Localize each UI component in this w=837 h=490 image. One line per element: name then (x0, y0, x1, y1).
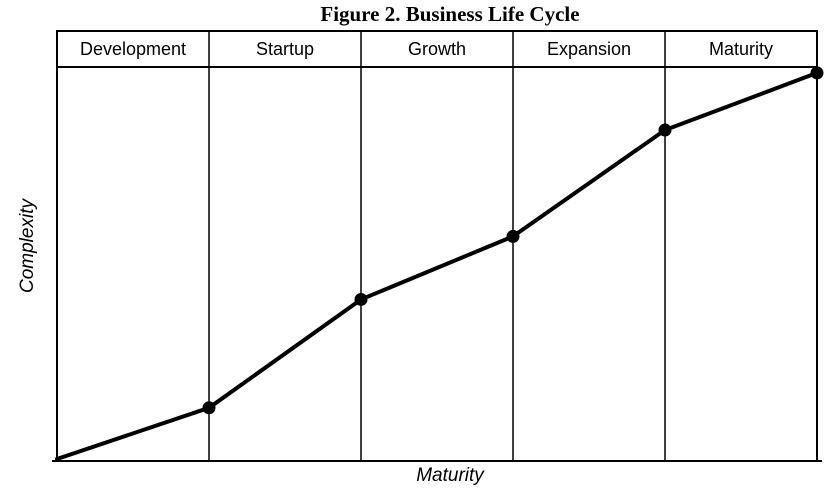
stage-header-growth: Growth (407, 38, 467, 59)
y-axis-label: Complexity (17, 199, 38, 293)
data-point-marker (202, 401, 216, 415)
x-axis-label: Maturity (416, 465, 484, 486)
data-point-marker (658, 123, 672, 137)
stage-header-maturity: Maturity (708, 38, 773, 59)
stage-header-expansion: Expansion (546, 38, 632, 59)
data-point-marker (506, 229, 520, 243)
stage-header-startup: Startup (255, 38, 315, 59)
complexity-line (55, 70, 819, 462)
data-point-marker (354, 292, 368, 306)
data-point-marker (810, 66, 824, 80)
stage-header-development: Development (79, 38, 187, 59)
figure-title: Figure 2. Business Life Cycle (320, 2, 580, 26)
stage-header-row: Development Startup Growth Expansion Mat… (57, 31, 817, 67)
